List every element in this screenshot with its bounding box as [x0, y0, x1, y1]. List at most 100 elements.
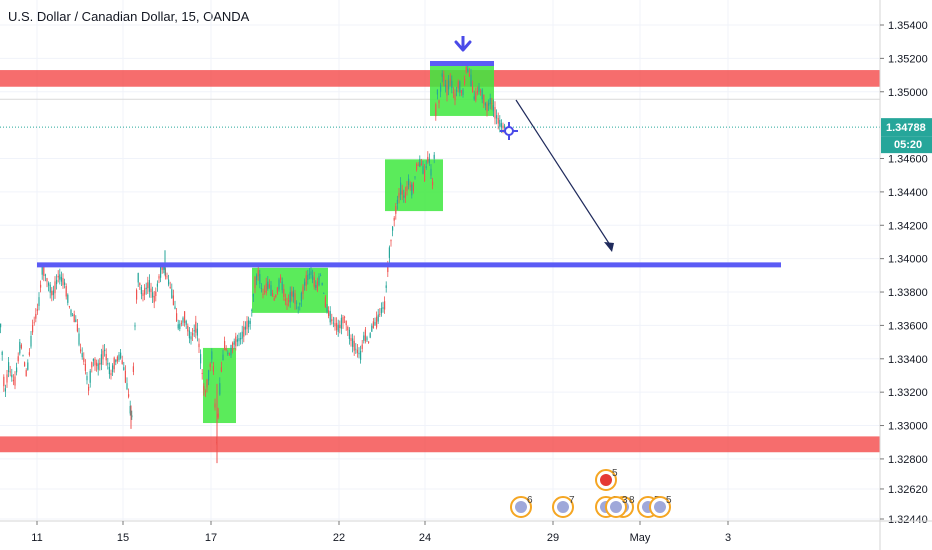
down-arrow-icon: [454, 40, 472, 52]
candle-body: [75, 319, 77, 322]
candle-body: [169, 287, 171, 288]
candle-body: [308, 273, 310, 276]
candle-body: [283, 288, 285, 297]
candle-body: [99, 362, 101, 365]
candle-body: [196, 328, 198, 336]
candle-body: [366, 337, 368, 341]
candle-body: [259, 274, 261, 284]
candle-body: [432, 181, 434, 186]
candle-body: [49, 284, 51, 293]
candle-body: [240, 338, 242, 340]
candle-body: [3, 376, 5, 387]
candle-body: [160, 266, 162, 278]
candle-body: [433, 154, 435, 159]
candle-body: [404, 192, 406, 199]
candle-body: [374, 321, 376, 325]
candle-body: [230, 344, 232, 356]
candle-body: [92, 358, 94, 361]
candle-body: [390, 240, 392, 242]
candle-body: [334, 323, 336, 327]
candle-body: [193, 330, 195, 332]
candle-body: [112, 365, 114, 373]
candle-body: [80, 349, 82, 352]
candle-body: [140, 287, 142, 295]
candle-body: [339, 324, 341, 329]
x-tick-label-4: 24: [419, 532, 431, 544]
candle-body: [435, 104, 437, 117]
x-axis[interactable]: 11 15 17 22 24 29 May 3: [0, 520, 932, 544]
candle-body: [89, 370, 91, 383]
candle-body: [460, 90, 462, 93]
candle-body: [342, 317, 344, 324]
candle-body: [502, 125, 504, 129]
candle-body: [420, 163, 422, 166]
candle-body: [166, 276, 168, 278]
candle-body: [272, 292, 274, 297]
x-tick-label-5: 29: [547, 532, 559, 544]
candle-body: [249, 320, 251, 324]
candle-body: [264, 291, 266, 292]
candle-body: [302, 286, 304, 295]
candle-body: [235, 336, 237, 347]
candle-body: [163, 266, 165, 270]
candle-body: [201, 372, 203, 374]
candle-body: [315, 284, 317, 288]
candle-body: [464, 78, 466, 84]
candle-body: [145, 287, 147, 290]
candle-body: [254, 277, 256, 289]
candle-body: [430, 168, 432, 176]
candle-body: [500, 123, 502, 128]
candle-body: [60, 276, 62, 282]
candle-body: [368, 341, 370, 343]
candle-body: [288, 300, 290, 302]
candle-body: [233, 341, 235, 345]
candle-body: [436, 89, 438, 95]
candle-body: [318, 276, 320, 286]
y-tick-label-0: 1.35400: [888, 20, 928, 32]
candle-body: [465, 66, 467, 73]
candle-body: [265, 283, 267, 294]
y-tick-label-2: 1.35000: [888, 87, 928, 99]
candle-body: [190, 336, 192, 340]
candle-body: [188, 330, 190, 339]
candle-body: [360, 351, 362, 360]
candle-body: [398, 192, 400, 198]
candle-body: [24, 362, 26, 367]
candle-body: [305, 275, 307, 286]
candle-body: [476, 90, 478, 93]
candle-body: [94, 358, 96, 366]
candle-body: [17, 356, 19, 362]
candle-body: [148, 280, 150, 292]
candle-body: [427, 156, 429, 162]
candle-body: [9, 371, 11, 373]
sr-zone-1: [0, 436, 880, 453]
candle-body: [12, 379, 14, 382]
candle-body: [243, 326, 245, 337]
candle-body: [86, 376, 88, 381]
candle-body: [32, 325, 34, 333]
x-tick-label-0: 11: [31, 532, 42, 544]
y-tick-label-6: 1.34000: [888, 254, 928, 266]
candle-body: [416, 163, 418, 170]
candle-body: [353, 340, 355, 351]
candle-body: [147, 282, 149, 289]
candle-body: [144, 288, 146, 295]
candle-body: [100, 354, 102, 365]
candle-body: [116, 356, 118, 362]
candle-body: [270, 285, 272, 296]
candle-body: [65, 286, 67, 297]
candle-body: [156, 283, 158, 287]
candle-body: [180, 322, 182, 324]
candle-body: [491, 103, 493, 105]
event-badges[interactable]: 56738553: [510, 468, 672, 518]
candle-body: [171, 289, 173, 299]
candle-body: [456, 90, 458, 92]
y-tick-label-12: 1.32800: [888, 454, 928, 466]
candle-body: [328, 310, 330, 316]
event-badge-count-0: 5: [612, 468, 618, 479]
candle-body: [409, 184, 411, 188]
candle-body: [76, 324, 78, 332]
y-axis[interactable]: 1.35400 1.35200 1.35000 1.34600 1.34400 1.342…: [879, 0, 932, 550]
candle-body: [107, 363, 109, 365]
